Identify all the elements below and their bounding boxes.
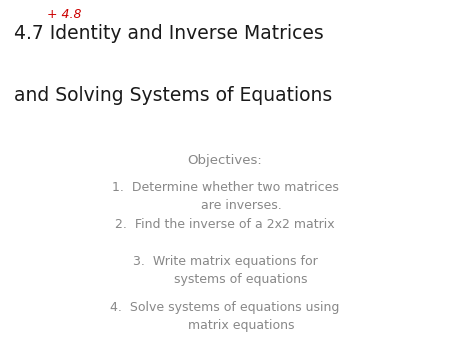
Text: 4.7 Identity and Inverse Matrices: 4.7 Identity and Inverse Matrices [14,24,323,43]
Text: + 4.8: + 4.8 [47,8,82,21]
Text: 3.  Write matrix equations for
        systems of equations: 3. Write matrix equations for systems of… [133,255,317,286]
Text: Objectives:: Objectives: [188,154,262,167]
Text: 4.  Solve systems of equations using
        matrix equations: 4. Solve systems of equations using matr… [110,301,340,332]
Text: 2.  Find the inverse of a 2x2 matrix: 2. Find the inverse of a 2x2 matrix [115,218,335,231]
Text: and Solving Systems of Equations: and Solving Systems of Equations [14,86,332,105]
Text: 1.  Determine whether two matrices
        are inverses.: 1. Determine whether two matrices are in… [112,181,338,212]
